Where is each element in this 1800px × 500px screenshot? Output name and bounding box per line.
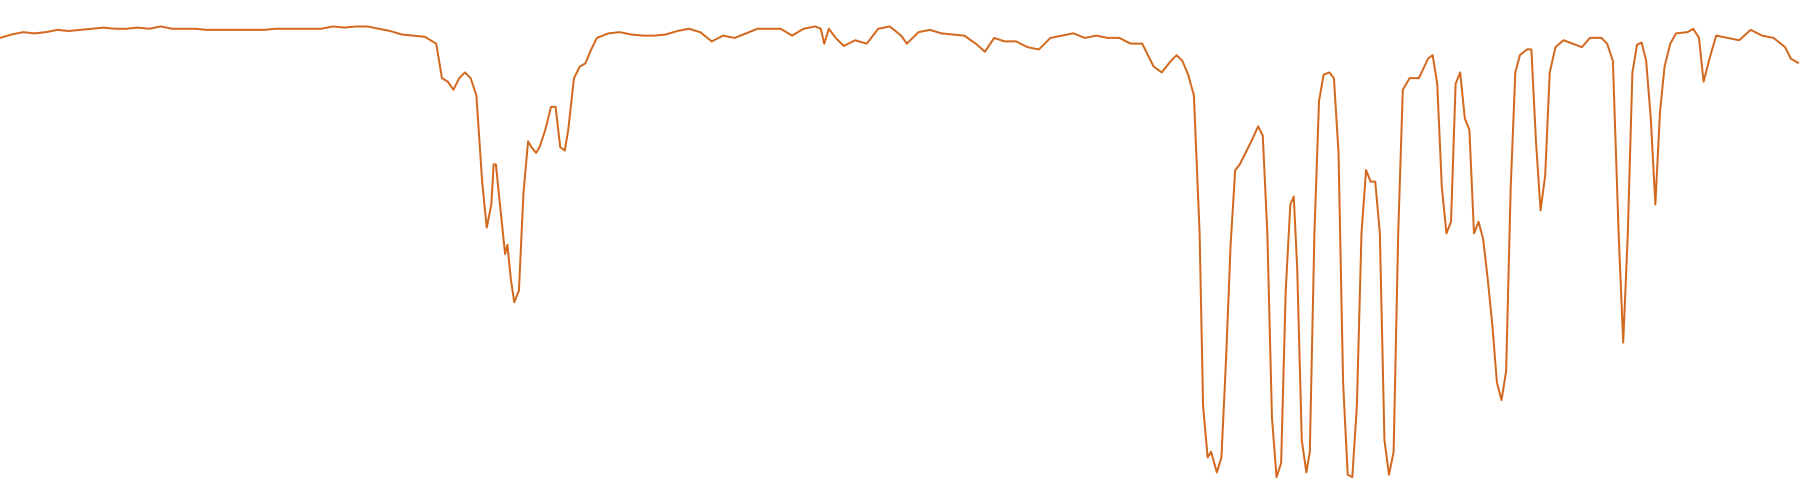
spectrum-line [0,25,1800,479]
